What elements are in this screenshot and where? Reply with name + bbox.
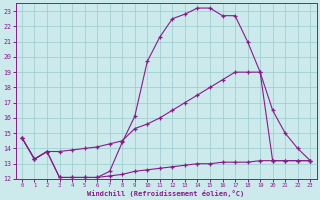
X-axis label: Windchill (Refroidissement éolien,°C): Windchill (Refroidissement éolien,°C): [87, 190, 245, 197]
